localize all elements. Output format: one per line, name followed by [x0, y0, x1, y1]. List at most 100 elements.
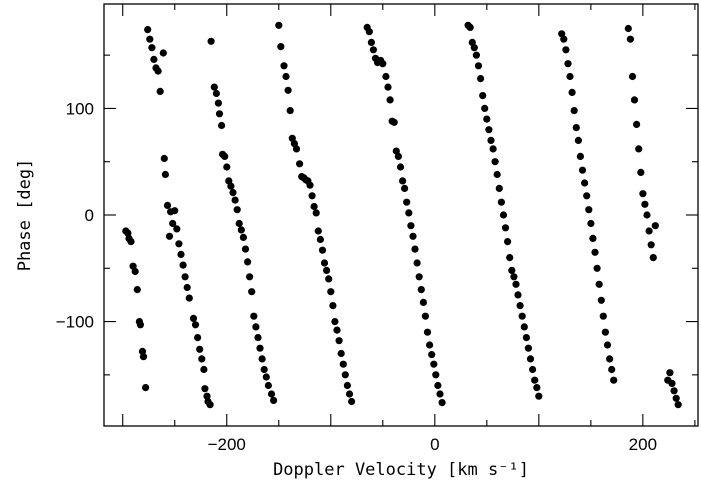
data-point — [466, 23, 474, 31]
data-point — [161, 170, 169, 179]
y-tick-label: 0 — [85, 206, 94, 225]
data-point — [647, 241, 655, 249]
data-point — [348, 397, 356, 406]
data-point — [365, 28, 373, 36]
data-point — [206, 401, 214, 409]
data-point — [181, 273, 189, 281]
data-point — [254, 334, 262, 342]
data-point — [185, 294, 193, 302]
data-point — [312, 209, 320, 217]
data-point — [434, 381, 442, 390]
x-axis-title: Doppler Velocity [km s⁻¹] — [273, 460, 529, 480]
data-point — [223, 163, 231, 171]
data-point — [329, 302, 337, 310]
data-point — [407, 222, 415, 230]
data-point — [608, 365, 616, 374]
data-point — [626, 35, 635, 43]
data-point — [493, 170, 501, 179]
data-point — [308, 192, 316, 200]
data-point — [413, 259, 421, 267]
data-point — [127, 238, 135, 246]
data-point — [139, 353, 148, 361]
data-point — [645, 227, 653, 235]
data-point — [411, 245, 419, 253]
data-point — [574, 136, 583, 144]
data-point — [558, 30, 566, 38]
data-point — [367, 38, 375, 47]
data-point — [369, 46, 377, 54]
data-point — [339, 360, 347, 368]
data-point — [207, 37, 215, 45]
data-point — [142, 384, 150, 392]
data-point — [501, 224, 510, 232]
data-point — [491, 158, 499, 166]
data-point — [160, 154, 168, 163]
data-point — [472, 51, 480, 59]
data-point — [506, 254, 514, 262]
data-point — [282, 72, 290, 81]
data-point — [405, 209, 413, 217]
data-point — [581, 179, 589, 187]
data-point — [635, 145, 643, 153]
data-point — [163, 201, 172, 209]
data-point — [628, 72, 637, 81]
data-point — [169, 219, 177, 228]
data-point — [641, 200, 649, 208]
data-point — [156, 87, 164, 95]
data-point — [514, 291, 522, 299]
data-point — [201, 385, 209, 393]
data-point — [396, 163, 405, 171]
data-point — [183, 283, 191, 292]
data-point — [277, 43, 285, 51]
data-point — [589, 234, 597, 242]
x-tick-label: 200 — [629, 435, 657, 454]
data-point — [323, 266, 331, 274]
data-point — [606, 355, 614, 363]
data-point — [235, 219, 243, 228]
plot-frame — [103, 3, 699, 427]
data-point — [241, 245, 250, 253]
data-point — [637, 168, 645, 176]
data-point — [146, 35, 154, 43]
data-point — [595, 280, 603, 288]
data-point — [428, 351, 436, 359]
data-point — [409, 232, 417, 240]
data-points — [122, 21, 682, 409]
data-point — [430, 360, 438, 368]
data-point — [133, 286, 141, 294]
data-point — [674, 401, 682, 409]
data-point — [535, 392, 543, 400]
data-point — [231, 196, 239, 204]
data-point — [345, 390, 354, 398]
data-point — [316, 235, 324, 244]
data-point — [597, 296, 605, 304]
data-point — [572, 124, 580, 132]
data-point — [649, 254, 657, 262]
data-point — [264, 381, 272, 390]
data-point — [262, 373, 270, 381]
data-point — [670, 387, 678, 395]
data-point — [390, 118, 398, 126]
data-point — [159, 49, 167, 57]
data-point — [630, 96, 639, 104]
data-point — [568, 88, 576, 96]
data-point — [633, 120, 641, 128]
data-point — [470, 44, 478, 52]
data-point — [583, 192, 591, 200]
data-point — [244, 258, 252, 266]
data-point — [562, 46, 570, 54]
data-point — [318, 246, 327, 254]
data-point — [504, 238, 512, 246]
data-point — [401, 184, 409, 192]
data-point — [578, 166, 587, 174]
data-point — [585, 206, 593, 214]
data-point — [423, 328, 432, 336]
data-point — [485, 126, 493, 134]
data-point — [194, 334, 202, 342]
data-point — [252, 323, 260, 331]
data-point — [651, 222, 659, 230]
data-point — [610, 376, 618, 384]
data-point — [229, 189, 237, 197]
data-point — [267, 390, 276, 398]
